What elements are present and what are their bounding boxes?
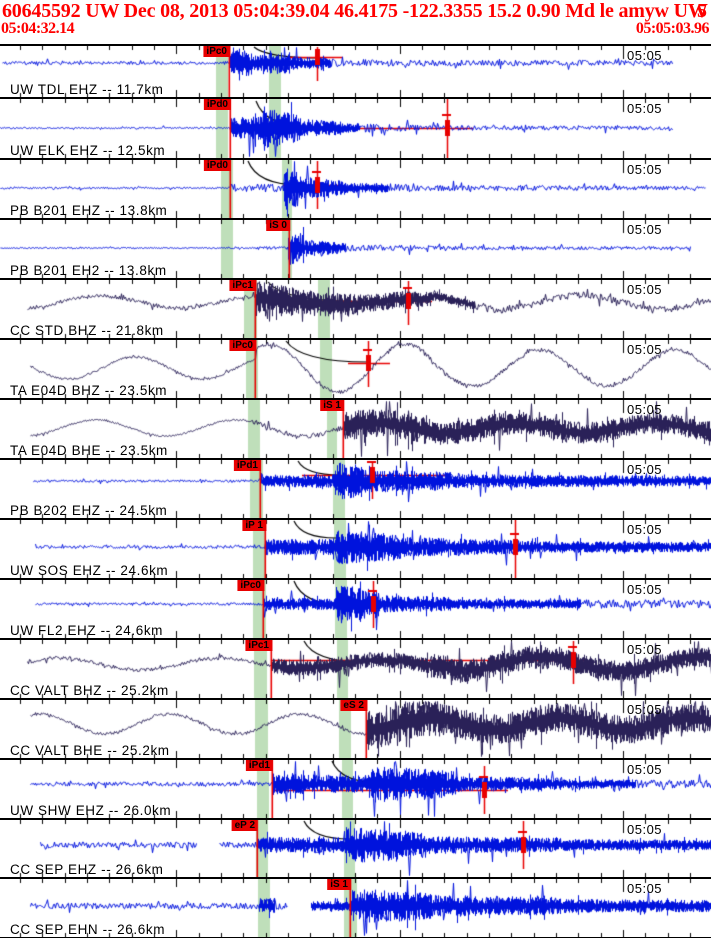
window-end-time: 05:05:03.96 [635, 20, 710, 37]
minute-label: 05:05 [627, 702, 663, 717]
waveform-canvas[interactable] [0, 580, 711, 638]
minute-label: 05:05 [627, 822, 663, 837]
station-label: UW FL2 EHZ -- 24.6km [10, 623, 164, 638]
station-label: PB B202 EHZ -- 24.5km [10, 503, 168, 518]
station-label: TA E04D BHE -- 23.5km [10, 443, 168, 458]
station-label: UW ELK EHZ -- 12.5km [10, 143, 166, 158]
trace-panel-cc-std[interactable]: iPc1 05:05 CC STD BHZ -- 21.8km [0, 278, 711, 338]
minute-label: 05:05 [627, 642, 663, 657]
event-extra-count: 5 [697, 0, 707, 22]
station-label: UW TDL EHZ -- 11.7km [10, 82, 164, 97]
waveform-canvas[interactable] [0, 400, 711, 458]
waveform-canvas[interactable] [0, 520, 711, 578]
trace-panel-uw-tdl[interactable]: iPc0 05:05 UW TDL EHZ -- 11.7km [0, 44, 711, 97]
time-window-row: 05:04:32.14 05:05:03.96 [0, 20, 711, 38]
phase-pick-label[interactable]: eP 2 [231, 820, 258, 831]
minute-label: 05:05 [627, 162, 663, 177]
station-label: UW SHW EHZ -- 26.0km [10, 803, 172, 818]
waveform-canvas[interactable] [0, 220, 711, 278]
trace-panel-cc-valt[interactable]: eS 2 05:05 CC VALT BHE -- 25.2km [0, 698, 711, 758]
trace-panel-ta-e04d[interactable]: iS 1 05:05 TA E04D BHE -- 23.5km [0, 398, 711, 458]
phase-pick-label[interactable]: iPd1 [233, 460, 261, 471]
phase-pick-label[interactable]: iPc0 [203, 46, 230, 57]
phase-pick-label[interactable]: iPc0 [229, 340, 256, 351]
minute-label: 05:05 [627, 101, 663, 116]
phase-pick-label[interactable]: iPc0 [237, 580, 264, 591]
minute-label: 05:05 [627, 222, 663, 237]
waveform-canvas[interactable] [0, 160, 711, 218]
waveform-canvas[interactable] [0, 640, 711, 698]
trace-panel-pb-b202[interactable]: iPd1 05:05 PB B202 EHZ -- 24.5km [0, 458, 711, 518]
minute-label: 05:05 [627, 522, 663, 537]
waveform-canvas[interactable] [0, 340, 711, 398]
phase-pick-label[interactable]: iPc1 [245, 640, 272, 651]
station-label: CC SEP EHN -- 26.6km [10, 922, 166, 937]
waveform-canvas[interactable] [0, 760, 711, 818]
station-label: UW SOS EHZ -- 24.6km [10, 563, 169, 578]
trace-panel-pb-b201[interactable]: iS 0 05:05 PB B201 EH2 -- 13.8km [0, 218, 711, 278]
station-label: CC VALT BHE -- 25.2km [10, 743, 170, 758]
trace-panel-uw-sos[interactable]: iP 1 05:05 UW SOS EHZ -- 24.6km [0, 518, 711, 578]
minute-label: 05:05 [627, 402, 663, 417]
phase-pick-label[interactable]: iS 1 [327, 879, 351, 890]
trace-panel-uw-shw[interactable]: iPd1 05:05 UW SHW EHZ -- 26.0km [0, 758, 711, 818]
minute-label: 05:05 [627, 462, 663, 477]
trace-panel-cc-sep[interactable]: iS 1 05:05 CC SEP EHN -- 26.6km [0, 877, 711, 938]
minute-label: 05:05 [627, 881, 663, 896]
phase-pick-label[interactable]: iPd0 [203, 99, 231, 110]
minute-label: 05:05 [627, 282, 663, 297]
phase-pick-label[interactable]: eS 2 [340, 700, 367, 711]
waveform-canvas[interactable] [0, 820, 711, 877]
station-label: CC STD BHZ -- 21.8km [10, 323, 164, 338]
station-label: TA E04D BHZ -- 23.5km [10, 383, 168, 398]
waveform-canvas[interactable] [0, 46, 711, 97]
phase-pick-label[interactable]: iPd0 [203, 160, 231, 171]
station-label: PB B201 EHZ -- 13.8km [10, 203, 168, 218]
phase-pick-label[interactable]: iPc1 [229, 280, 256, 291]
trace-panel-stack: iPc0 05:05 UW TDL EHZ -- 11.7km iPd0 05:… [0, 44, 711, 938]
minute-label: 05:05 [627, 762, 663, 777]
trace-panel-cc-valt[interactable]: iPc1 05:05 CC VALT BHZ -- 25.2km [0, 638, 711, 698]
waveform-canvas[interactable] [0, 99, 711, 158]
window-start-time: 05:04:32.14 [1, 20, 75, 37]
trace-panel-cc-sep[interactable]: eP 2 05:05 CC SEP EHZ -- 26.6km [0, 818, 711, 877]
trace-panel-uw-fl2[interactable]: iPc0 05:05 UW FL2 EHZ -- 24.6km [0, 578, 711, 638]
station-label: CC VALT BHZ -- 25.2km [10, 683, 169, 698]
station-label: CC SEP EHZ -- 26.6km [10, 862, 164, 877]
event-header-row: 60645592 UW Dec 08, 2013 05:04:39.04 46.… [0, 0, 711, 22]
phase-pick-label[interactable]: iS 1 [320, 400, 344, 411]
waveform-canvas[interactable] [0, 280, 711, 338]
waveform-canvas[interactable] [0, 460, 711, 518]
minute-label: 05:05 [627, 342, 663, 357]
phase-pick-label[interactable]: iP 1 [242, 520, 266, 531]
minute-label: 05:05 [627, 48, 663, 63]
waveform-canvas[interactable] [0, 879, 711, 937]
station-label: PB B201 EH2 -- 13.8km [10, 263, 167, 278]
trace-panel-pb-b201[interactable]: iPd0 05:05 PB B201 EHZ -- 13.8km [0, 158, 711, 218]
phase-pick-label[interactable]: iS 0 [266, 220, 290, 231]
phase-pick-label[interactable]: iPd1 [245, 760, 273, 771]
trace-panel-ta-e04d[interactable]: iPc0 05:05 TA E04D BHZ -- 23.5km [0, 338, 711, 398]
trace-panel-uw-elk[interactable]: iPd0 05:05 UW ELK EHZ -- 12.5km [0, 97, 711, 158]
minute-label: 05:05 [627, 582, 663, 597]
event-summary-text: 60645592 UW Dec 08, 2013 05:04:39.04 46.… [2, 0, 711, 22]
